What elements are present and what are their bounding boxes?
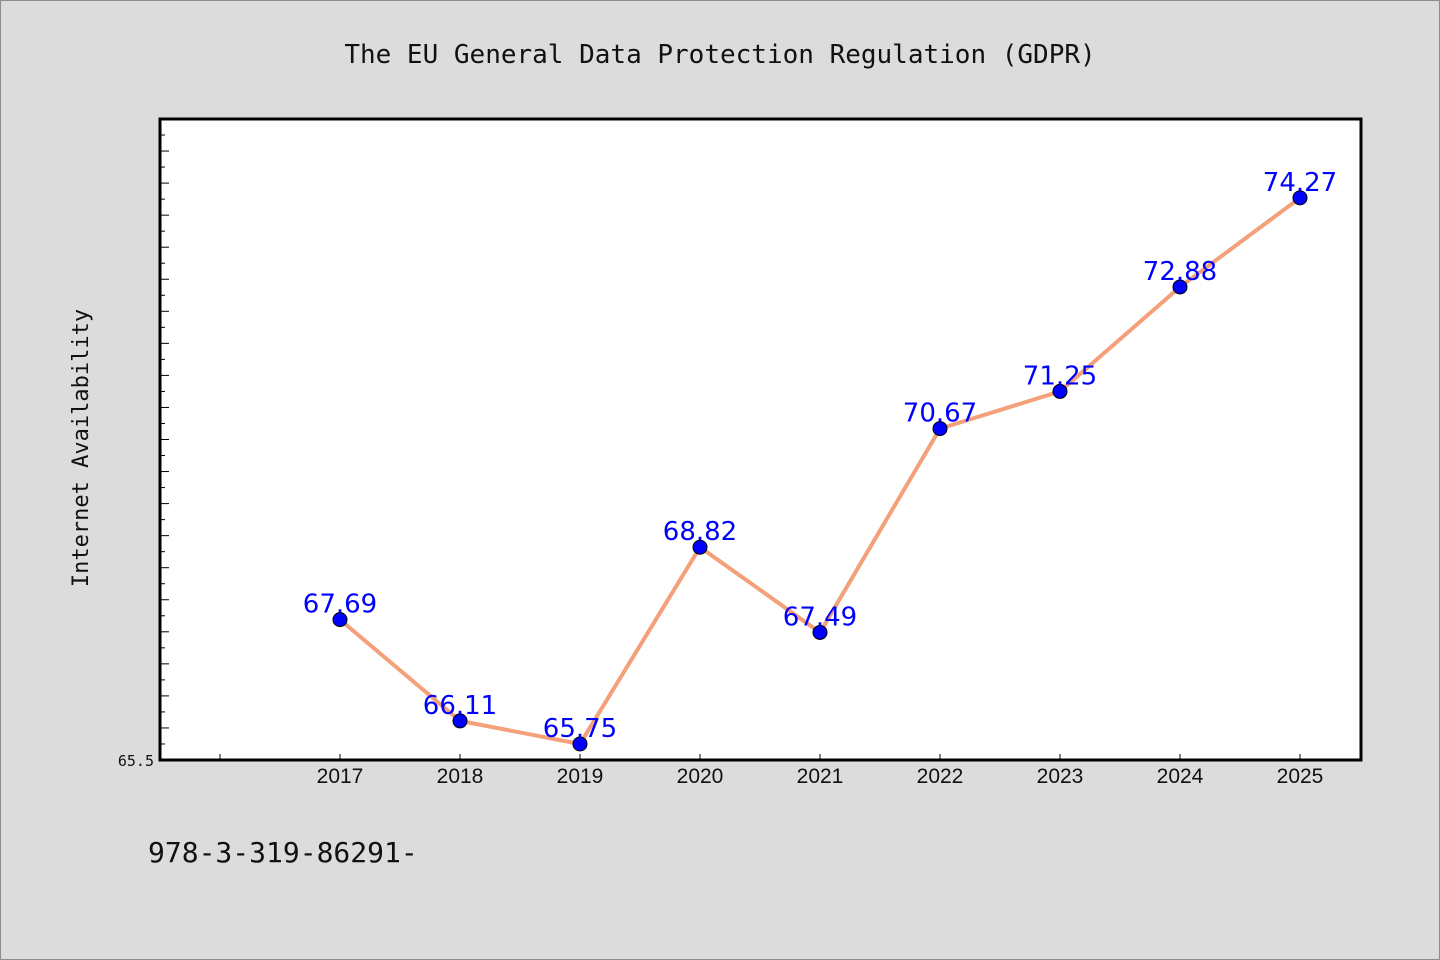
x-tick-label: 2019 [557,765,604,788]
data-point [1172,279,1188,295]
data-label: 66.11 [423,691,497,721]
data-label: 67.49 [783,602,857,632]
data-label: 68.82 [663,517,737,547]
x-tick-label: 2022 [917,765,964,788]
x-tick-label: 2018 [437,765,484,788]
data-label: 70.67 [903,399,977,429]
x-tick-label: 2020 [677,765,724,788]
footer-text: 978-3-319-86291- [148,836,418,869]
data-point [932,421,948,437]
chart-title: The EU General Data Protection Regulatio… [344,40,1095,70]
data-point [1292,190,1308,206]
x-axis-ticks: 2017 2018 2019 2020 2021 2022 2023 2024 2025 [219,754,1324,788]
data-point [1052,383,1068,399]
series-layer: 67.69 66.11 65.75 68.82 67.49 70.67 71.25 72.88… [303,168,1337,752]
x-tick-label: 2021 [797,765,844,788]
data-label: 65.75 [543,714,617,744]
data-point [812,624,828,640]
data-point [452,713,468,729]
data-point [692,539,708,555]
y-axis-label: Internet Availability [69,309,94,587]
data-label: 67.69 [303,590,377,620]
data-label: 71.25 [1023,361,1097,391]
plot-area [158,117,1363,762]
data-point [332,612,348,628]
x-tick-label: 2024 [1157,765,1204,788]
x-tick-label: 2023 [1037,765,1084,788]
x-tick-label: 2017 [317,765,364,788]
data-label: 72.88 [1143,257,1217,287]
y-tick-label: 65.5 [118,752,154,770]
y-axis-ticks: 65.5 [118,118,169,770]
data-label: 74.27 [1263,168,1337,198]
x-tick-label: 2025 [1277,765,1324,788]
data-point [572,736,588,752]
